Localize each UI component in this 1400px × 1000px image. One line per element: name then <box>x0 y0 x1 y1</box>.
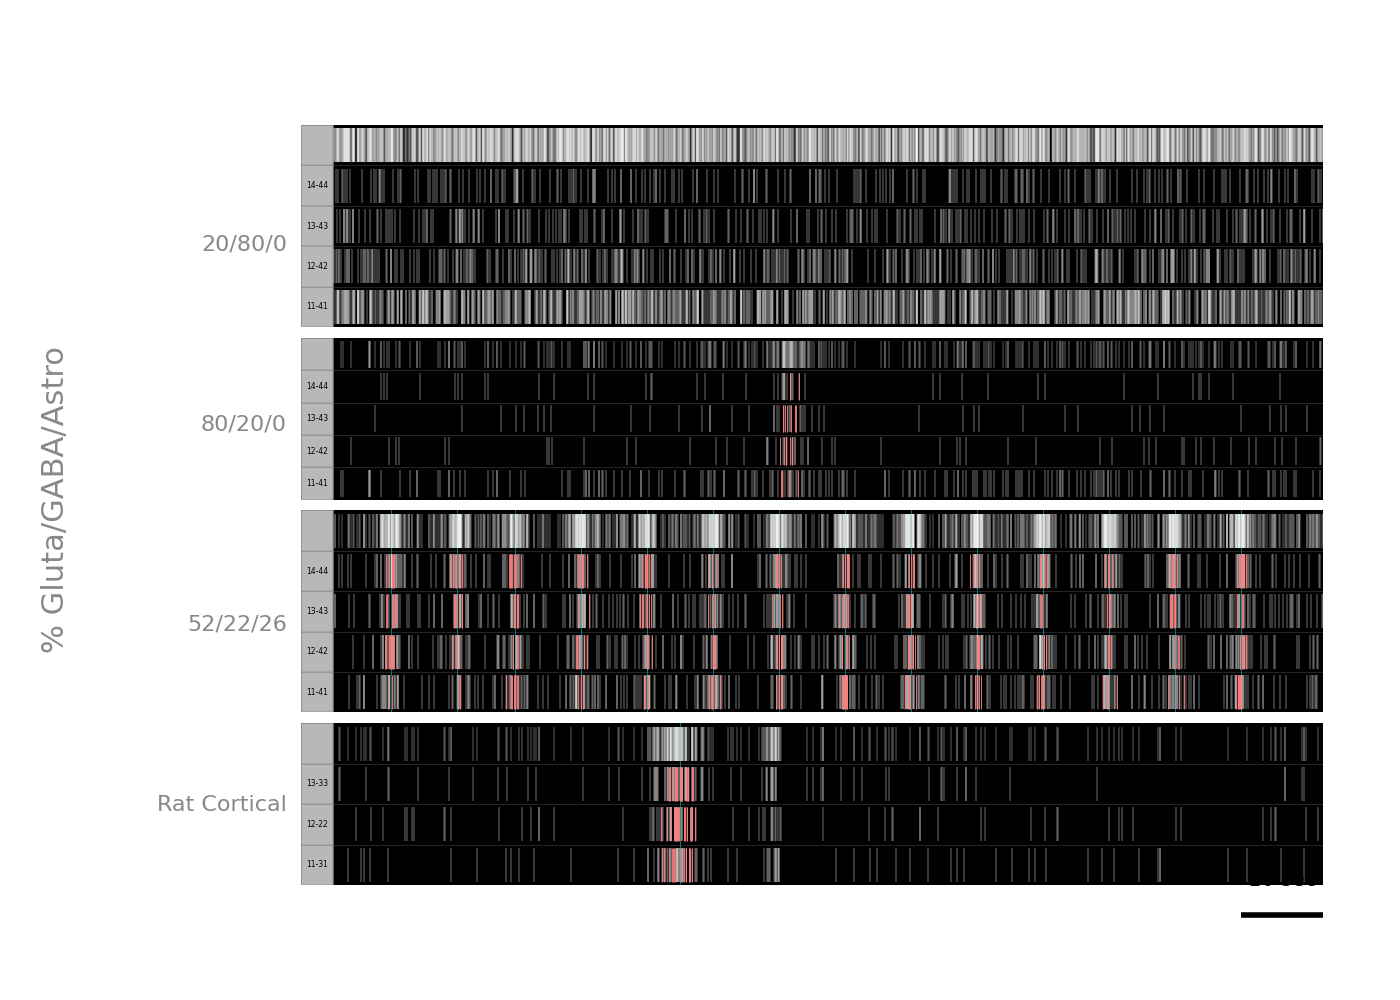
Bar <box>301 287 333 327</box>
Bar <box>301 338 333 500</box>
Text: 14-44: 14-44 <box>307 181 328 190</box>
Bar <box>301 370 333 403</box>
Text: 13-43: 13-43 <box>307 222 328 231</box>
Text: 52/22/26: 52/22/26 <box>188 615 287 635</box>
Bar <box>301 672 333 712</box>
Text: 11-41: 11-41 <box>307 479 328 488</box>
Bar <box>301 125 333 327</box>
Text: 13-43: 13-43 <box>307 607 328 616</box>
Bar <box>301 338 333 500</box>
Text: 12-42: 12-42 <box>307 447 328 456</box>
Bar <box>301 723 333 885</box>
Text: 20/80/0: 20/80/0 <box>202 235 287 255</box>
Text: 11-41: 11-41 <box>307 302 328 311</box>
Text: 80/20/0: 80/20/0 <box>202 415 287 435</box>
Bar <box>301 403 333 435</box>
Bar <box>301 845 333 885</box>
Text: 13-43: 13-43 <box>307 414 328 423</box>
Bar <box>301 165 333 206</box>
Bar <box>301 804 333 845</box>
Text: 12-22: 12-22 <box>307 820 328 829</box>
Bar <box>301 435 333 467</box>
Bar <box>301 510 333 551</box>
Text: 12-42: 12-42 <box>307 647 328 656</box>
Text: Rat Cortical: Rat Cortical <box>157 795 287 815</box>
Bar <box>301 764 333 804</box>
Bar <box>301 206 333 246</box>
Text: 11-41: 11-41 <box>307 688 328 697</box>
Bar <box>301 338 333 370</box>
Text: 11-31: 11-31 <box>307 860 328 869</box>
Text: 14-44: 14-44 <box>307 567 328 576</box>
Text: 13-33: 13-33 <box>307 779 328 788</box>
Bar <box>301 723 333 885</box>
Bar <box>301 125 333 327</box>
Text: % Gluta/GABA/Astro: % Gluta/GABA/Astro <box>42 347 70 653</box>
Bar <box>301 591 333 632</box>
Bar <box>301 246 333 287</box>
Bar <box>301 467 333 500</box>
Text: 12-42: 12-42 <box>307 262 328 271</box>
Text: 10 sec: 10 sec <box>1247 870 1316 890</box>
Bar <box>301 510 333 712</box>
Bar <box>301 723 333 764</box>
Bar <box>301 551 333 591</box>
Bar <box>301 125 333 165</box>
Bar <box>301 510 333 712</box>
Bar <box>301 632 333 672</box>
Text: 14-44: 14-44 <box>307 382 328 391</box>
